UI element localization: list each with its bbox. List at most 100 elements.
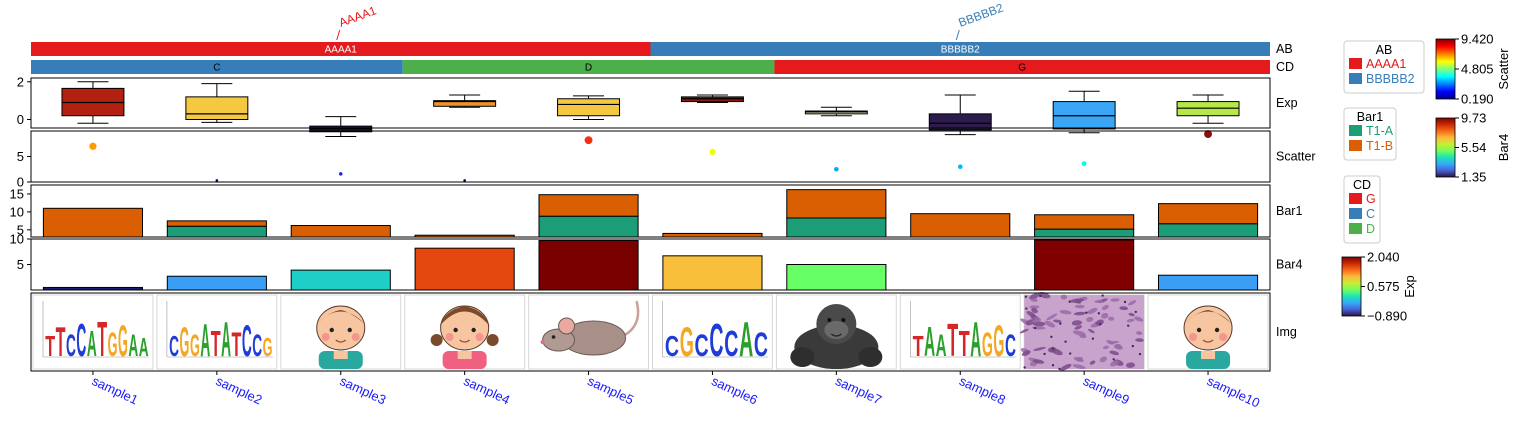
sample-label: sample2 (214, 373, 265, 407)
scatter-point (709, 148, 716, 156)
scatter-track-label: Scatter (1276, 150, 1316, 164)
bar1-track-label: Bar1 (1276, 204, 1302, 218)
top-annotation-label: AAAA1 (337, 3, 378, 29)
bar4-bar (786, 264, 887, 291)
ab-track-label: AB (1276, 42, 1293, 56)
cd-segment-label: C (213, 63, 220, 74)
bar1-segment (1157, 203, 1259, 225)
sample-label: sample8 (957, 373, 1008, 407)
bar1-segment (42, 207, 144, 238)
logo-letter: G (263, 332, 273, 362)
exp-boxplot (309, 116, 373, 137)
cd-legend-title: CD (1353, 178, 1371, 192)
bar1-legend-title: Bar1 (1357, 110, 1383, 124)
ab-legend-swatch (1349, 73, 1362, 84)
logo-letter: A (200, 314, 210, 366)
logo-letter: A (739, 312, 753, 367)
ab-legend (1343, 40, 1425, 94)
logo-letter: C (665, 331, 679, 363)
bar4-bar (1034, 239, 1135, 291)
logo-letter: T (231, 326, 241, 364)
logo-letter: T (947, 314, 958, 366)
scatter-colorbar-tick-label: 0.190 (1461, 92, 1494, 107)
scatter-colorbar (1435, 38, 1456, 100)
bar4-colorbar (1435, 117, 1456, 178)
logo-letter: A (970, 312, 981, 367)
exp-colorbar-tick-label: 0.575 (1367, 279, 1400, 294)
sample-label: sample3 (337, 373, 388, 407)
exp-colorbar-tick-label: −0.890 (1367, 309, 1407, 324)
ab-legend-label: AAAA1 (1366, 57, 1406, 71)
bar1-legend-label: T1-B (1366, 139, 1393, 153)
scatter-point (89, 142, 97, 150)
img-tile-tissue (1019, 292, 1145, 371)
scatter-point (338, 172, 343, 176)
cd-legend-label: D (1366, 222, 1375, 236)
ab-legend-label: BBBBB2 (1366, 72, 1415, 86)
bar1-frame (30, 184, 1271, 238)
scatter-ytick-label: 5 (17, 149, 24, 164)
img-tile-girl (404, 294, 526, 370)
bar1-segment (1157, 223, 1259, 238)
cd-legend-swatch (1349, 208, 1362, 219)
bar4-track-label: Bar4 (1276, 258, 1302, 272)
logo-letter: T (959, 323, 970, 364)
bar1-segment (166, 225, 267, 238)
ab-legend-swatch (1349, 58, 1362, 69)
bar4-bar (290, 269, 391, 291)
logo-letter: A (936, 328, 947, 363)
sample-label: sample7 (833, 373, 884, 407)
logo-letter: T (211, 323, 221, 364)
bar1-segment (1034, 214, 1135, 230)
scatter-point (215, 179, 219, 182)
cd-segment (31, 60, 403, 74)
logo-letter: C (76, 314, 86, 366)
exp-boxplot (433, 94, 497, 108)
logo-letter: A (87, 323, 97, 364)
cd-segment (774, 60, 1270, 74)
sample-label: sample1 (90, 373, 141, 407)
exp-ytick-label: 2 (17, 74, 24, 89)
cd-track-label: CD (1276, 60, 1294, 74)
bar1-segment (290, 225, 391, 238)
img-track-label: Img (1276, 325, 1297, 339)
exp-boxplot (928, 94, 992, 136)
exp-track-label: Exp (1276, 96, 1298, 110)
scatter-colorbar-tick-label: 4.805 (1461, 62, 1494, 77)
bar1-legend-label: T1-A (1366, 124, 1394, 138)
bar1-legend-swatch (1349, 140, 1362, 151)
logo-letter: G (993, 317, 1004, 366)
img-tile-gorilla (775, 294, 897, 370)
bar4-frame (30, 238, 1271, 291)
logo-letter: A (221, 312, 231, 367)
scatter-colorbar-tick-label: 9.420 (1461, 32, 1494, 47)
top-annotation-leader (955, 29, 960, 41)
ab-segment (650, 42, 1270, 56)
ab-segment-label: BBBBB2 (941, 45, 980, 56)
scatter-point (1081, 161, 1087, 167)
sample-label: sample4 (461, 373, 512, 407)
cd-legend-label: C (1366, 207, 1375, 221)
cd-legend-label: G (1366, 192, 1376, 206)
logo-letter: G (108, 326, 118, 364)
cd-segment-label: D (585, 63, 592, 74)
scatter-ytick-label: 0 (17, 175, 24, 190)
bar1-segment (166, 220, 267, 227)
bar4-ytick-label: 10 (10, 232, 24, 247)
bar4-bar (1157, 274, 1259, 291)
logo-letter: C (242, 317, 252, 366)
bar1-segment (910, 213, 1011, 238)
exp-ytick-label: 0 (17, 112, 24, 127)
exp-boxplot (1176, 94, 1240, 124)
cd-segment-label: G (1018, 63, 1026, 74)
bar1-ytick-label: 5 (17, 222, 24, 237)
bar4-colorbar-title: Bar4 (1496, 134, 1511, 161)
logo-letter: C (724, 323, 738, 364)
logo-letter: C (169, 331, 179, 363)
bar1-segment (1034, 228, 1135, 238)
logo-letter: T (45, 331, 55, 363)
exp-boxplot (185, 83, 249, 123)
